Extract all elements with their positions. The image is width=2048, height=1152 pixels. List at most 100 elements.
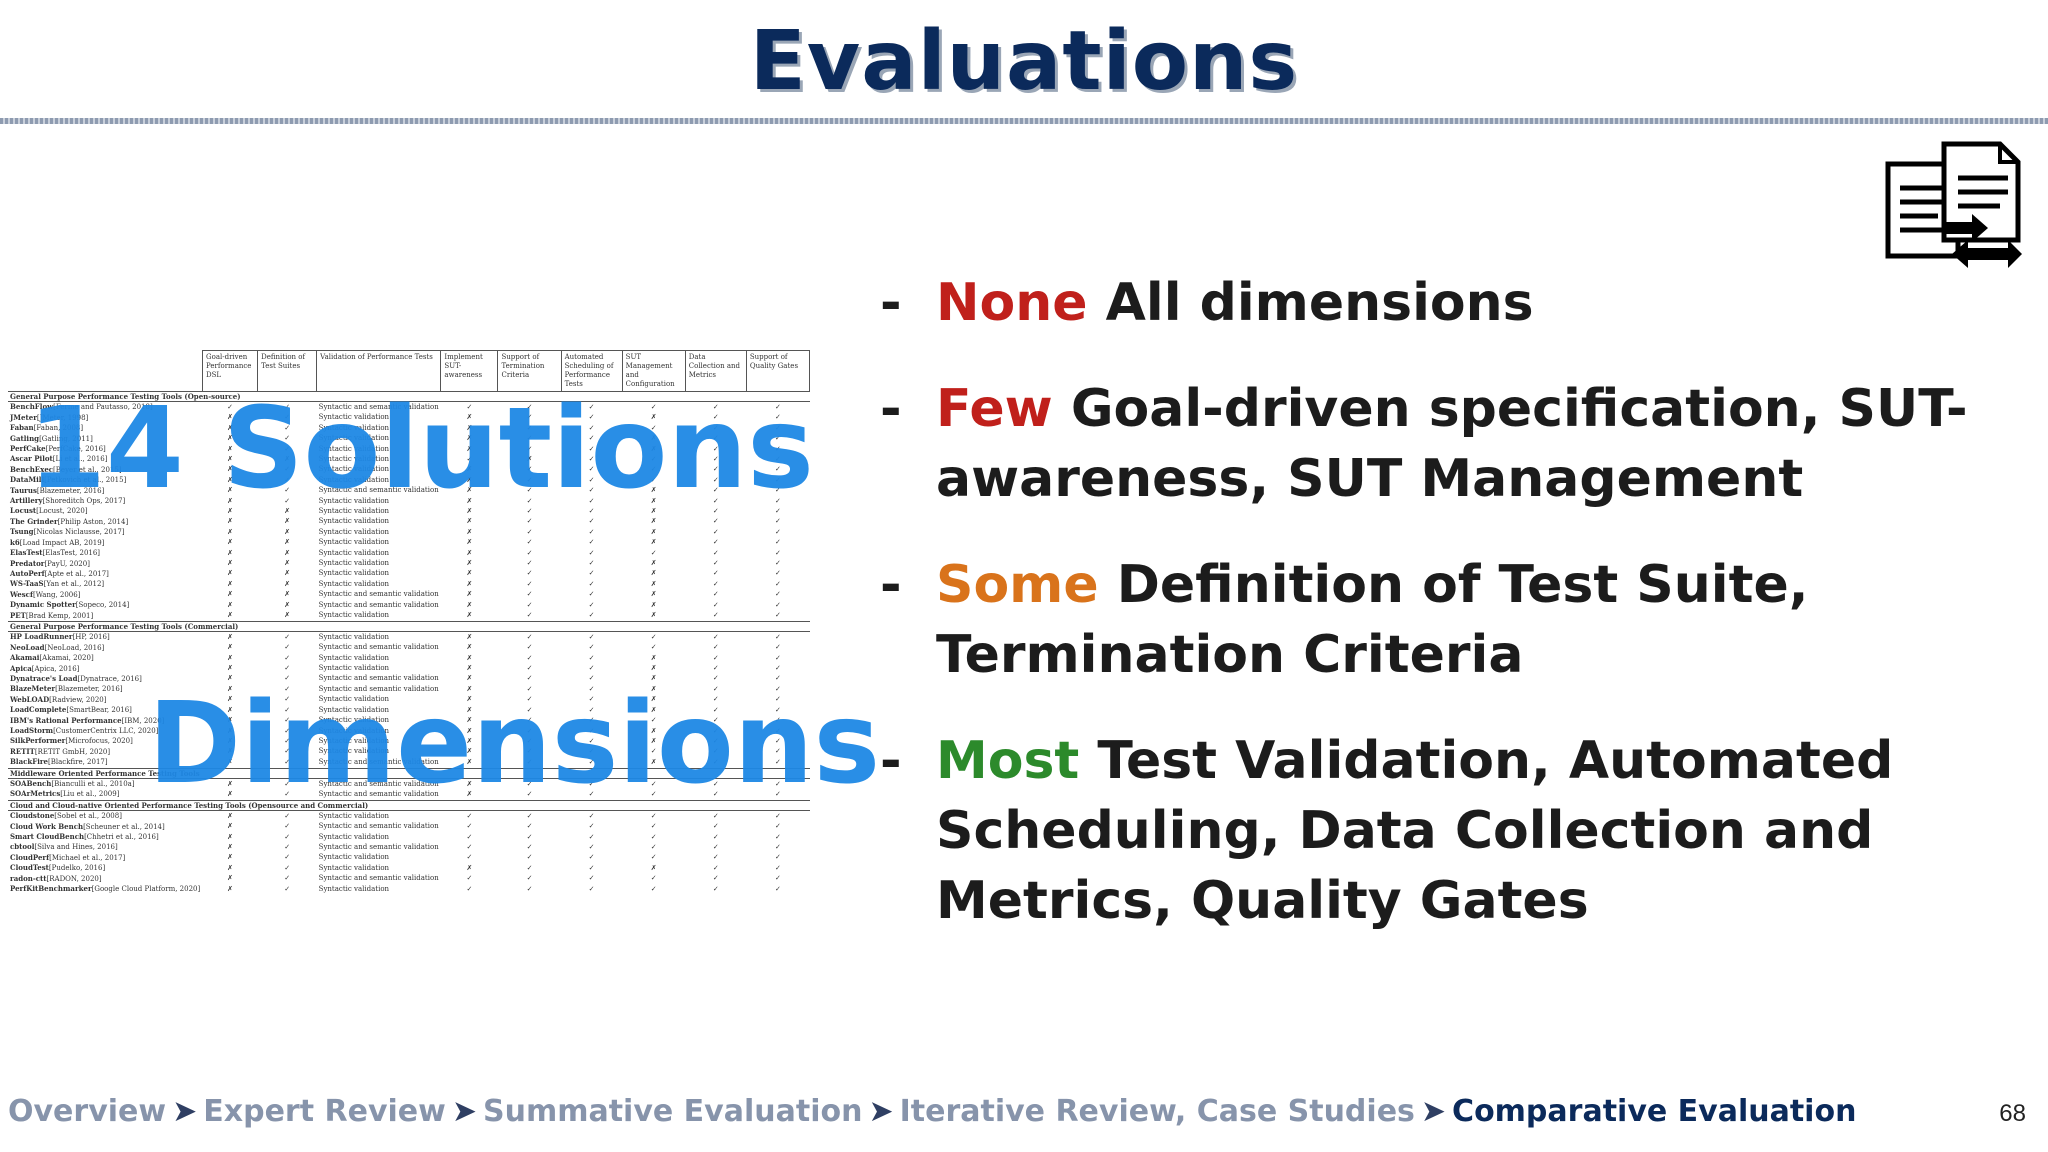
validation-cell: Syntactic validation	[318, 611, 390, 620]
tool-name: BenchFlow	[10, 402, 54, 412]
support-mark-cell: ✗	[284, 538, 291, 547]
tool-cell: BlackFire[Blackfire, 2017]	[8, 757, 203, 768]
support-mark-cell: ✓	[588, 863, 595, 872]
table-row: CloudPerf[Michael et al., 2017] ✗ ✓ Syntact…	[8, 853, 810, 863]
support-mark-cell: ✓	[588, 486, 595, 495]
support-mark-cell: ✓	[712, 538, 719, 547]
support-mark-cell: ✓	[526, 842, 533, 851]
support-mark-cell: ✓	[526, 716, 533, 725]
support-mark-cell: ✓	[526, 822, 533, 831]
tool-name: PET	[10, 610, 26, 620]
support-mark-cell: ✓	[712, 413, 719, 422]
support-mark-cell: ✓	[712, 664, 719, 673]
support-mark-cell: ✓	[712, 822, 719, 831]
support-mark-cell: ✓	[712, 863, 719, 872]
table-row: HP LoadRunner[HP, 2016] ✗ ✓ Syntactic valid…	[8, 632, 810, 643]
tool-reference: [Beyer et al., 2015]	[53, 465, 122, 474]
support-mark-cell: ✓	[526, 726, 533, 735]
breadcrumb-item-expert-review[interactable]: Expert Review	[203, 1094, 446, 1129]
support-mark-cell: ✗	[227, 611, 233, 620]
support-mark-cell: ✗	[650, 538, 657, 547]
support-mark-cell: ✓	[588, 506, 595, 515]
breadcrumb-item-comparative-evaluation[interactable]: Comparative Evaluation	[1452, 1094, 1857, 1129]
validation-cell: Syntactic validation	[318, 716, 390, 725]
support-mark-cell: ✓	[284, 653, 291, 662]
comparison-table-figure: Goal-driven Performance DSL Definition o…	[8, 350, 811, 895]
support-mark-cell: ✓	[588, 413, 595, 422]
support-mark-cell: ✓	[284, 423, 291, 432]
table-row: PerfCake[PerfCake, 2016] ✗ ✓ Syntactic vali…	[8, 444, 810, 454]
support-mark-cell: ✓	[526, 600, 533, 609]
support-mark-cell: ✓	[526, 579, 533, 588]
tool-reference: [Blazemeter, 2016]	[36, 486, 105, 495]
support-mark-cell: ✗	[466, 653, 473, 662]
support-mark-cell: ✓	[712, 747, 719, 756]
support-mark-cell: ✓	[650, 465, 657, 474]
breadcrumb-item-overview[interactable]: Overview	[8, 1094, 167, 1129]
table-row: Taurus[Blazemeter, 2016] ✗ ✓ Syntactic and …	[8, 486, 810, 496]
chevron-right-icon: ➤	[451, 1094, 477, 1129]
support-mark-cell: ✗	[650, 506, 657, 515]
support-mark-cell: ✓	[526, 506, 533, 515]
support-mark-cell: ✗	[650, 496, 657, 505]
support-mark-cell: ✗	[466, 747, 473, 756]
table-row: BenchExec[Beyer et al., 2015] ✗ ✓ Syntactic…	[8, 465, 810, 475]
support-mark-cell: ✓	[588, 402, 595, 411]
table-category-row: Middleware Oriented Performance Testing …	[8, 767, 810, 780]
table-row: ElasTest[ElasTest, 2016] ✗ ✗ Syntactic vali…	[8, 548, 810, 558]
support-mark-cell: ✗	[227, 423, 233, 432]
table-row: radon-ctt[RADON, 2020] ✗ ✓ Syntactic and se…	[8, 874, 810, 884]
tool-name: Smart CloudBench	[10, 832, 85, 842]
support-mark-cell: ✗	[227, 496, 233, 505]
tool-name: PerfCake	[10, 444, 46, 454]
support-mark-cell: ✓	[774, 705, 781, 714]
support-mark-cell: ✓	[588, 590, 595, 599]
support-mark-cell: ✓	[774, 569, 781, 578]
validation-cell: Syntactic validation	[318, 884, 390, 893]
support-mark-cell: ✓	[774, 475, 781, 484]
support-mark-cell: ✓	[284, 684, 291, 693]
table-row: JMeter[JMeter, 1998] ✗ ✓ Syntactic validati…	[8, 413, 810, 423]
tool-name: Akamai	[10, 653, 40, 663]
support-mark-cell: ✗	[284, 559, 291, 567]
tool-reference: [Liu et al., 2009]	[60, 790, 120, 799]
support-mark-cell: ✓	[526, 653, 533, 662]
support-mark-cell: ✗	[227, 811, 233, 820]
support-mark-cell: ✗	[650, 726, 657, 735]
chevron-right-icon: ➤	[1420, 1094, 1447, 1129]
support-mark-cell: ✓	[588, 853, 595, 862]
breadcrumb-item-summative-evaluation[interactable]: Summative Evaluation	[482, 1094, 863, 1129]
support-mark-cell: ✗	[284, 506, 291, 515]
support-mark-cell: ✗	[284, 527, 291, 536]
tool-name: SOArMetrics	[10, 789, 61, 799]
support-mark-cell: ✓	[588, 538, 595, 547]
support-mark-cell: ✗	[466, 726, 473, 735]
table-row: Akamai[Akamai, 2020] ✗ ✓ Syntactic validati…	[8, 653, 810, 663]
support-mark-cell: ✓	[588, 789, 595, 798]
support-mark-cell: ✓	[774, 611, 781, 620]
comparison-table: Goal-driven Performance DSL Definition o…	[8, 350, 811, 895]
support-mark-cell: ✓	[526, 465, 533, 474]
support-mark-cell: ✓	[712, 726, 719, 735]
support-mark-cell: ✓	[712, 496, 719, 505]
support-mark-cell: ✓	[774, 716, 781, 725]
support-mark-cell: ✓	[526, 496, 533, 505]
support-mark-cell: ✓	[588, 779, 595, 788]
table-row: Wescf[Wang, 2006] ✗ ✗ Syntactic and semanti…	[8, 590, 810, 600]
tool-reference: [NeoLoad, 2016]	[44, 643, 105, 652]
support-mark-cell: ✓	[284, 496, 291, 505]
tool-name: WS-TaaS	[10, 579, 44, 589]
support-mark-cell: ✓	[712, 884, 719, 893]
breadcrumb-item-iterative-review[interactable]: Iterative Review, Case Studies	[899, 1094, 1415, 1129]
support-mark-cell: ✗	[650, 590, 657, 599]
support-mark-cell: ✓	[526, 757, 533, 766]
tool-cell: The Grinder[Philip Aston, 2014]	[8, 517, 203, 527]
validation-cell: Syntactic validation	[318, 423, 390, 432]
support-mark-cell: ✗	[466, 434, 473, 443]
support-mark-cell: ✓	[284, 842, 291, 851]
tool-name: WebLOAD	[10, 694, 50, 704]
support-mark-cell: ✓	[284, 695, 291, 704]
support-mark-cell: ✗	[227, 486, 233, 495]
tool-name: Taurus	[10, 485, 37, 495]
validation-cell: Syntactic and semantic validation	[318, 402, 439, 411]
